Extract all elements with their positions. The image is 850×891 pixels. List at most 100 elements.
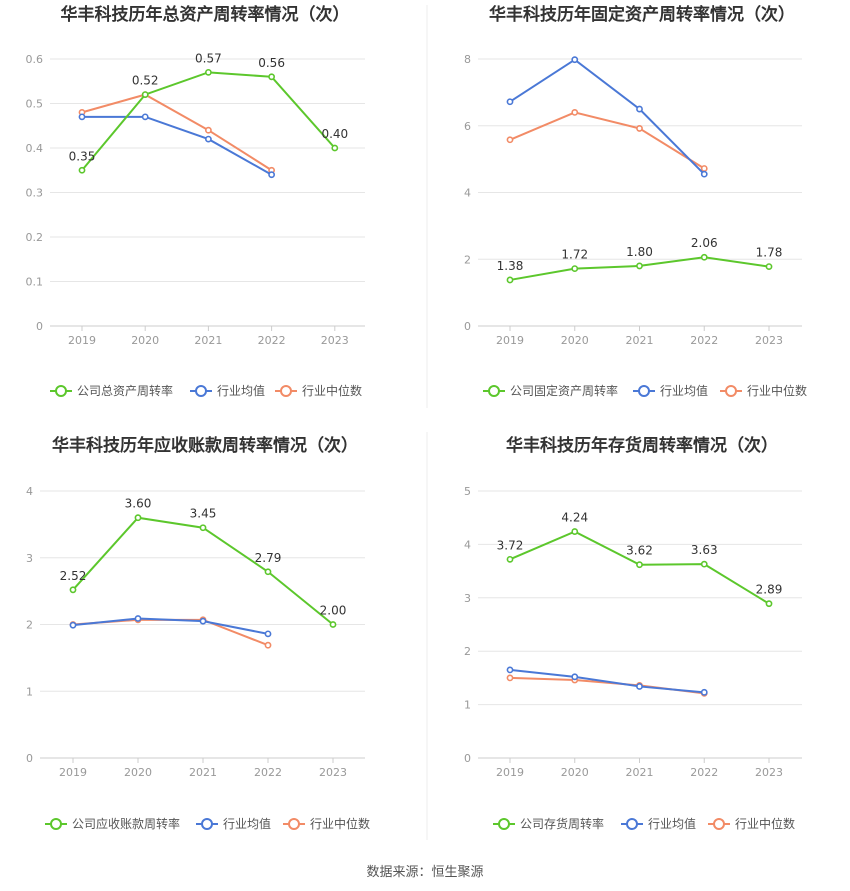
y-tick-label: 0 (26, 752, 33, 765)
y-tick-label: 0 (464, 320, 471, 333)
series-line-avg (509, 668, 705, 694)
data-point-avg[interactable] (78, 113, 86, 121)
legend-label: 行业均值 (660, 383, 708, 398)
data-point-company[interactable] (331, 144, 339, 152)
data-point-median[interactable] (204, 126, 212, 134)
data-label: 0.35 (69, 149, 96, 163)
y-tick-label: 0.1 (26, 276, 44, 289)
legend-label: 行业均值 (217, 383, 265, 398)
series-line-median (72, 618, 269, 647)
data-point-avg[interactable] (571, 673, 579, 681)
y-tick-label: 5 (464, 485, 471, 498)
legend-item-avg[interactable]: 行业均值 (196, 816, 271, 831)
y-tick-label: 1 (26, 685, 33, 698)
x-tick-label: 2019 (59, 766, 87, 779)
legend-item-company[interactable]: 公司应收账款周转率 (45, 816, 180, 831)
data-point-median[interactable] (506, 136, 514, 144)
data-point-company[interactable] (329, 621, 337, 628)
x-tick-label: 2023 (319, 766, 347, 779)
data-point-median[interactable] (636, 125, 643, 132)
data-point-company[interactable] (765, 263, 773, 270)
chart-title: 华丰科技历年固定资产周转率情况（次） (489, 4, 795, 25)
data-point-median[interactable] (571, 109, 579, 116)
data-point-avg[interactable] (268, 171, 275, 179)
data-point-company[interactable] (636, 561, 643, 569)
data-point-avg[interactable] (506, 98, 514, 106)
data-point-avg[interactable] (264, 630, 272, 638)
y-tick-label: 0.4 (26, 142, 44, 155)
y-tick-label: 4 (464, 187, 471, 200)
data-point-company[interactable] (204, 68, 212, 76)
data-point-median[interactable] (506, 674, 514, 682)
data-point-company[interactable] (134, 514, 142, 522)
data-point-company[interactable] (700, 560, 708, 568)
data-point-company[interactable] (69, 586, 77, 594)
legend-item-avg[interactable]: 行业均值 (621, 816, 696, 831)
data-point-company[interactable] (506, 555, 514, 563)
data-point-avg[interactable] (134, 615, 142, 622)
legend-marker-icon (626, 818, 638, 830)
data-point-avg[interactable] (636, 105, 643, 113)
legend-item-avg[interactable]: 行业均值 (633, 383, 708, 398)
legend-marker-icon (201, 818, 213, 830)
legend-label: 行业均值 (648, 816, 696, 831)
legend-label: 行业中位数 (735, 816, 795, 831)
legend-item-company[interactable]: 公司总资产周转率 (50, 383, 173, 398)
y-tick-label: 0.5 (26, 98, 44, 111)
data-point-avg[interactable] (506, 666, 514, 674)
legend-marker-icon (195, 385, 207, 397)
data-point-avg[interactable] (69, 621, 77, 629)
legend-item-median[interactable]: 行业中位数 (720, 383, 807, 398)
data-point-avg[interactable] (700, 170, 708, 178)
data-label: 2.89 (756, 583, 783, 597)
x-tick-label: 2019 (496, 334, 524, 347)
x-tick-label: 2021 (189, 766, 217, 779)
legend-marker-icon (280, 385, 292, 397)
x-tick-label: 2022 (690, 766, 718, 779)
legend-item-median[interactable]: 行业中位数 (283, 816, 370, 831)
data-point-company[interactable] (78, 166, 86, 174)
y-tick-label: 6 (464, 120, 471, 133)
data-point-median[interactable] (264, 641, 272, 649)
chart-title: 华丰科技历年总资产周转率情况（次） (61, 4, 350, 25)
legend-item-company[interactable]: 公司存货周转率 (493, 816, 604, 831)
data-label: 1.80 (626, 245, 653, 259)
data-point-company[interactable] (571, 265, 579, 272)
legend-marker-icon (498, 818, 510, 830)
legend-item-median[interactable]: 行业中位数 (275, 383, 362, 398)
y-tick-label: 4 (26, 485, 33, 498)
x-tick-label: 2022 (258, 334, 286, 347)
data-label: 2.06 (691, 236, 718, 250)
legend-item-company[interactable]: 公司固定资产周转率 (483, 383, 618, 398)
data-point-avg[interactable] (571, 56, 579, 64)
data-point-company[interactable] (506, 276, 514, 284)
data-point-company[interactable] (141, 91, 149, 98)
data-point-company[interactable] (268, 73, 275, 81)
data-point-median[interactable] (700, 165, 708, 172)
legend-label: 行业中位数 (747, 383, 807, 398)
series-line-median (509, 111, 705, 170)
data-point-company[interactable] (636, 262, 643, 270)
data-point-company[interactable] (765, 600, 773, 608)
data-point-company[interactable] (199, 524, 207, 532)
x-tick-label: 2023 (755, 766, 783, 779)
data-label: 2.52 (60, 569, 87, 583)
data-label: 0.56 (258, 56, 285, 70)
data-point-avg[interactable] (141, 113, 149, 121)
legend-item-avg[interactable]: 行业均值 (190, 383, 265, 398)
y-tick-label: 0.6 (26, 53, 44, 66)
legend-marker-icon (713, 818, 725, 830)
x-tick-label: 2021 (194, 334, 222, 347)
data-point-avg[interactable] (204, 135, 212, 143)
data-point-avg[interactable] (700, 688, 708, 696)
data-point-company[interactable] (700, 253, 708, 261)
y-tick-label: 8 (464, 53, 471, 66)
data-point-company[interactable] (264, 568, 272, 576)
data-point-company[interactable] (571, 528, 579, 535)
data-point-avg[interactable] (199, 617, 207, 625)
legend-marker-icon (638, 385, 650, 397)
data-point-avg[interactable] (636, 683, 643, 690)
legend-item-median[interactable]: 行业中位数 (708, 816, 795, 831)
series-line-median (81, 93, 273, 172)
x-tick-label: 2021 (626, 766, 654, 779)
